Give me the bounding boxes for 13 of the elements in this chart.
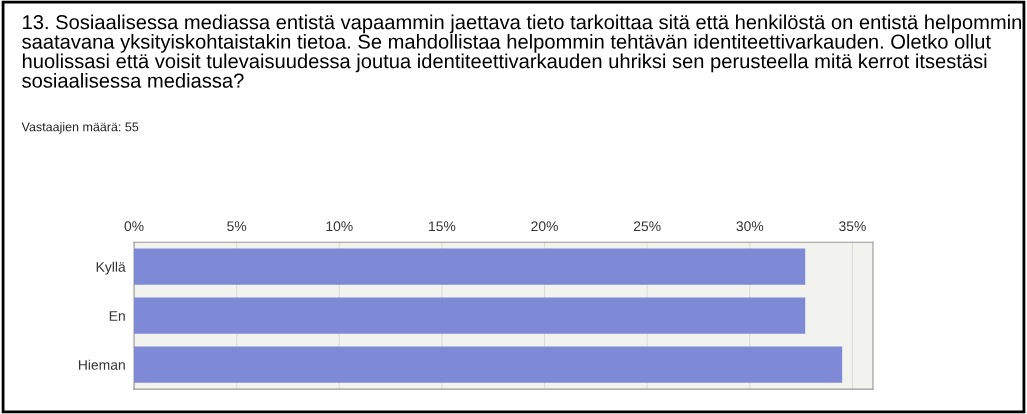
- x-tick-label: 15%: [429, 221, 456, 232]
- x-tick-label: 5%: [227, 221, 247, 232]
- chart-subtitle: Vastaajien määrä: 55: [21, 122, 139, 134]
- y-tick-label: En: [109, 311, 125, 321]
- y-tick-label: Hieman: [78, 359, 125, 370]
- x-tick-label: 30%: [736, 221, 764, 232]
- chart-title: 13. Sosiaalisessa mediassa entistä vapaammin jaettava tieto tarkoittaa sitä että henkilöstä on entistä helpommin saatavana yksityiskohtaistakin tietoa. Se mahdollistaa helpommin tehtävän identiteettivarkauden. Oletko ollut huolissasi että voisit tulevaisuudessa joutua identiteettivarkauden uhriksi sen perusteella mitä kerrot itsestäsi sosiaalisessa mediassa?: [22, 14, 1022, 88]
- x-tick-label: 25%: [633, 221, 661, 232]
- x-tick-label: 0%: [124, 221, 144, 232]
- y-tick-label: Kyllä: [96, 261, 126, 275]
- x-tick-label: 35%: [839, 221, 866, 232]
- x-tick-label: 10%: [326, 221, 353, 232]
- x-tick-label: 20%: [531, 221, 558, 232]
